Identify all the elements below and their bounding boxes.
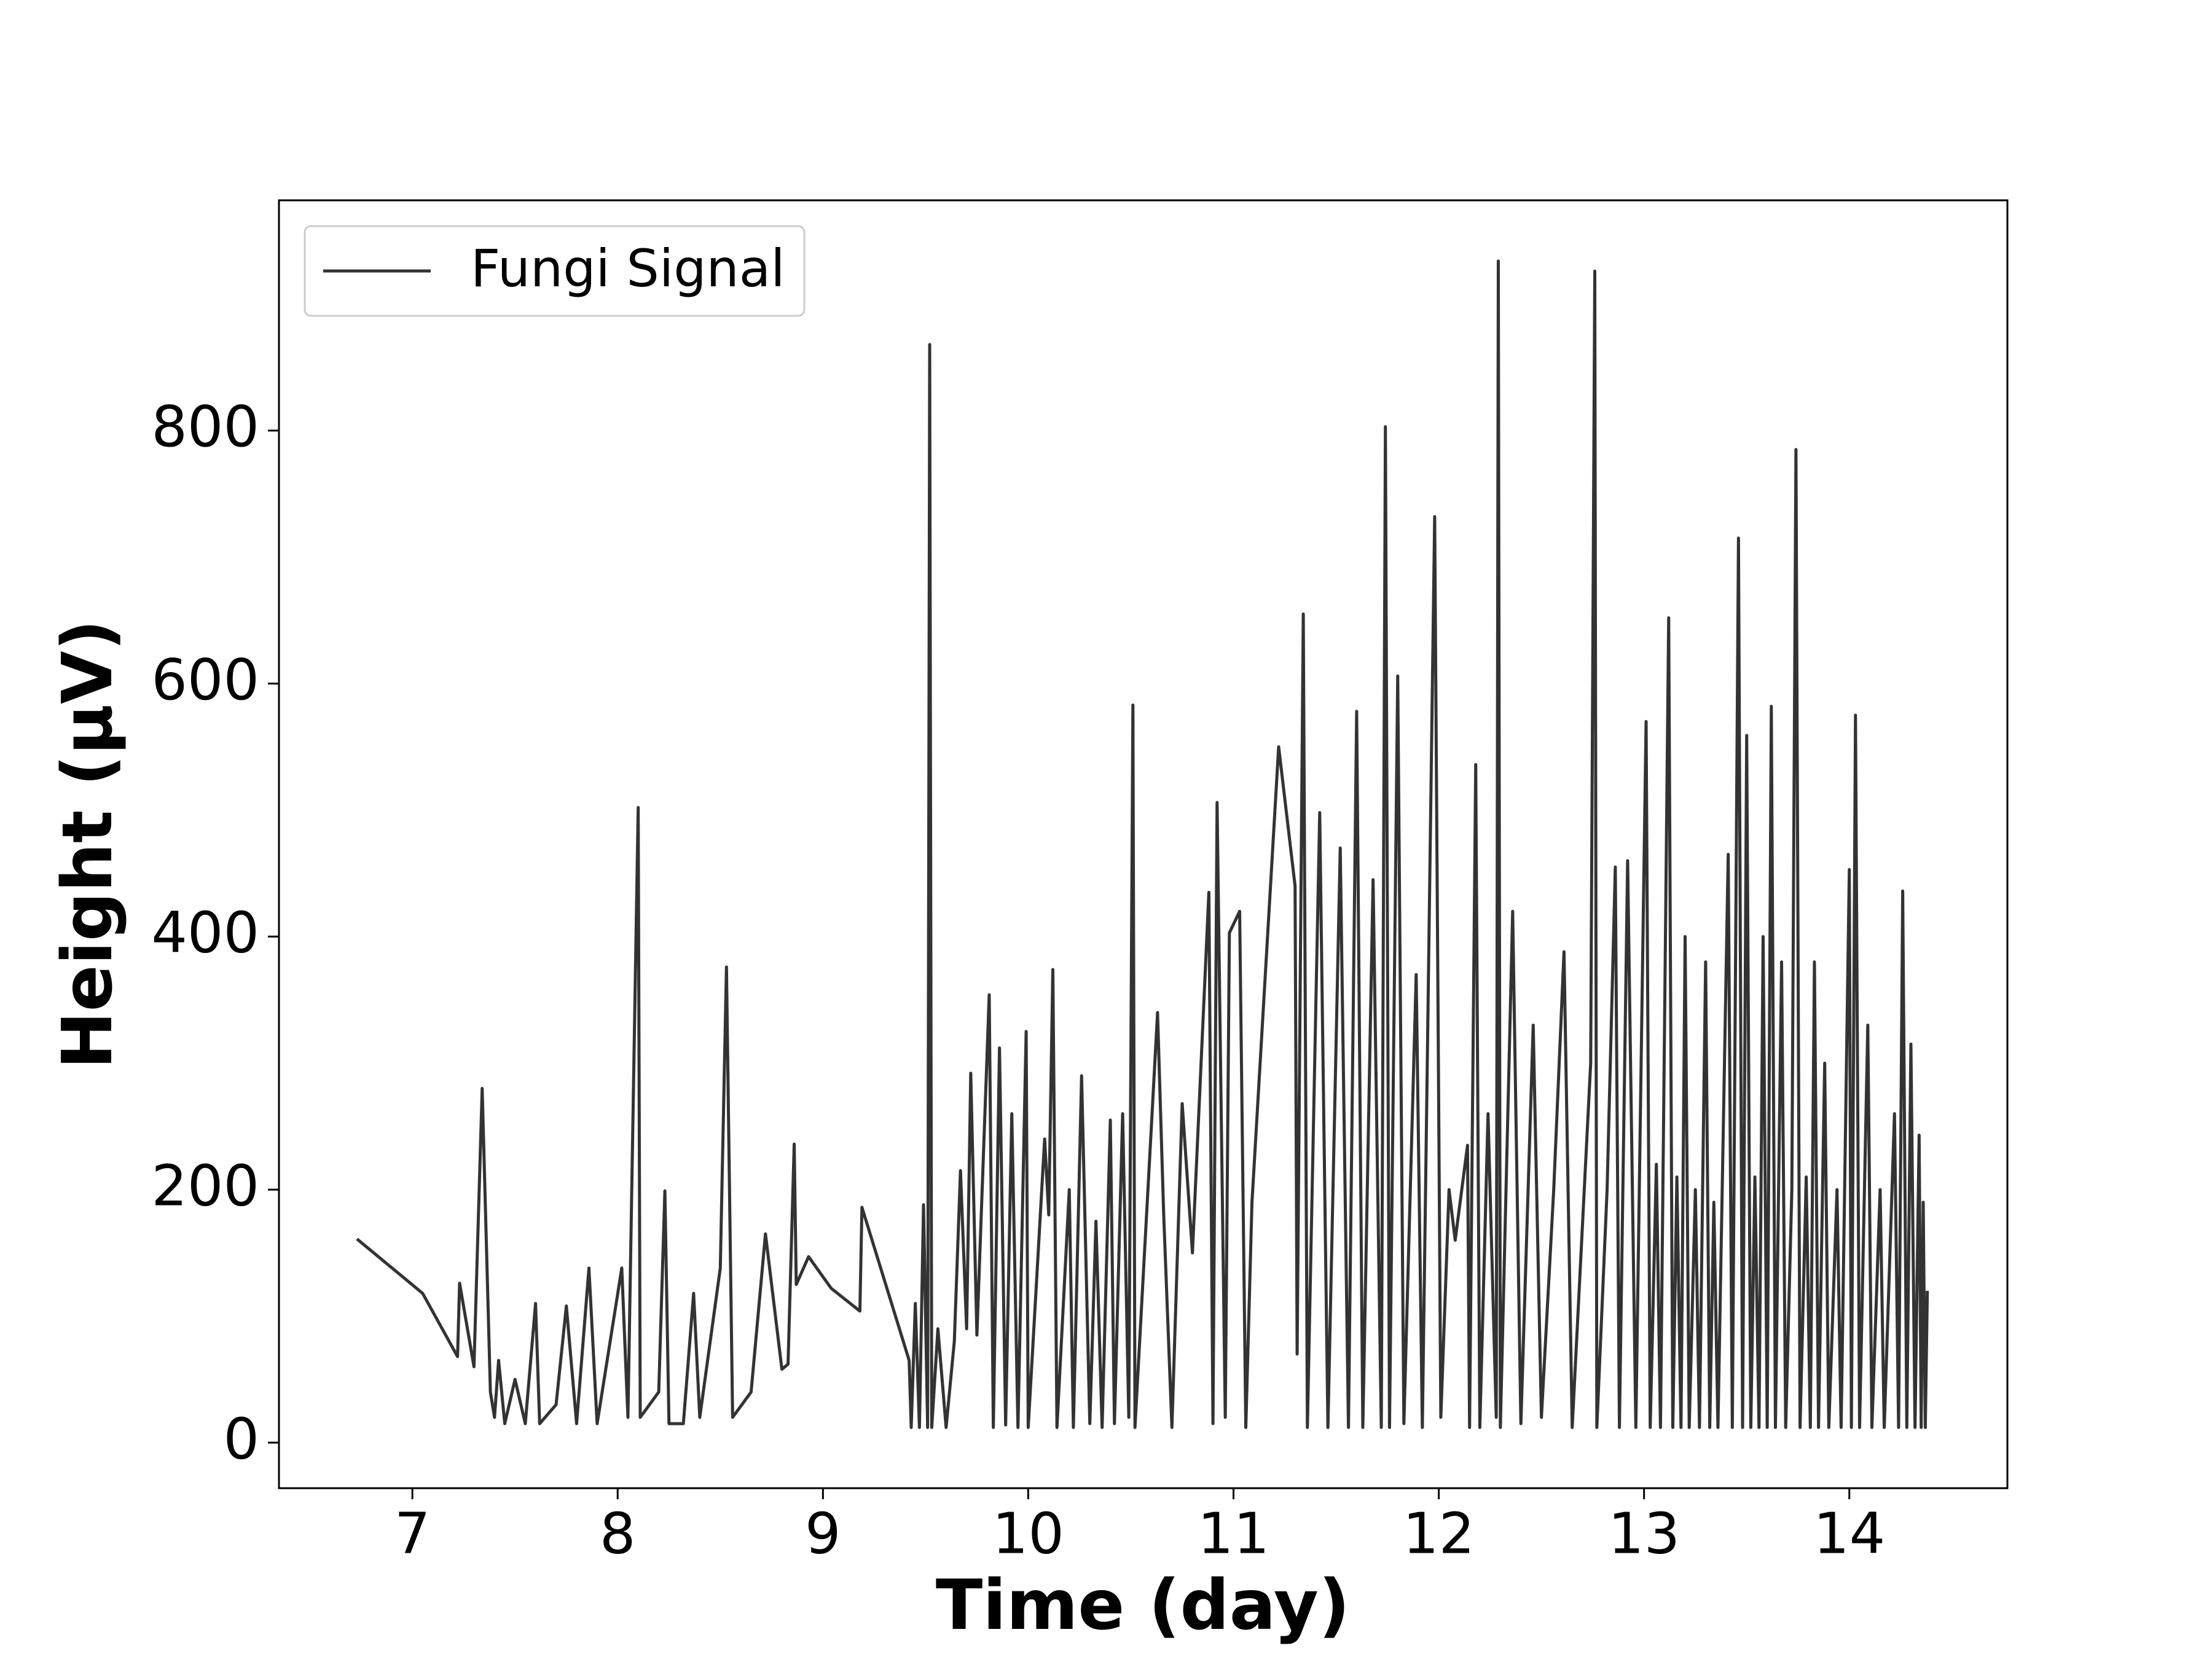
legend-box [304,225,806,317]
y-tick-label: 0 [223,1406,259,1472]
plot-frame [278,199,2009,1489]
x-tick-label: 8 [600,1500,636,1566]
x-tick-label: 14 [1813,1500,1885,1566]
legend-label: Fungi Signal [471,238,785,299]
x-tick-label: 9 [805,1500,841,1566]
x-tick-label: 10 [992,1500,1064,1566]
y-axis-label: Height (μV) [48,619,128,1069]
x-tick-label: 7 [394,1500,431,1566]
y-tick-label: 600 [151,647,259,713]
y-tick-label: 200 [151,1153,259,1218]
x-axis-label: Time (day) [936,1566,1350,1645]
data-line [356,259,1929,1429]
x-tick-label: 12 [1403,1500,1475,1566]
x-tick-label: 11 [1198,1500,1269,1566]
y-tick-label: 400 [151,900,259,966]
y-tick-label: 800 [151,394,259,460]
x-tick-label: 13 [1608,1500,1680,1566]
